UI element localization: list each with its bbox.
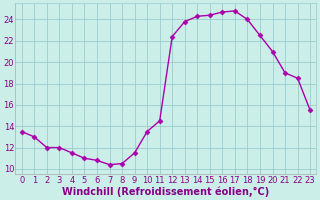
X-axis label: Windchill (Refroidissement éolien,°C): Windchill (Refroidissement éolien,°C) [62,186,269,197]
